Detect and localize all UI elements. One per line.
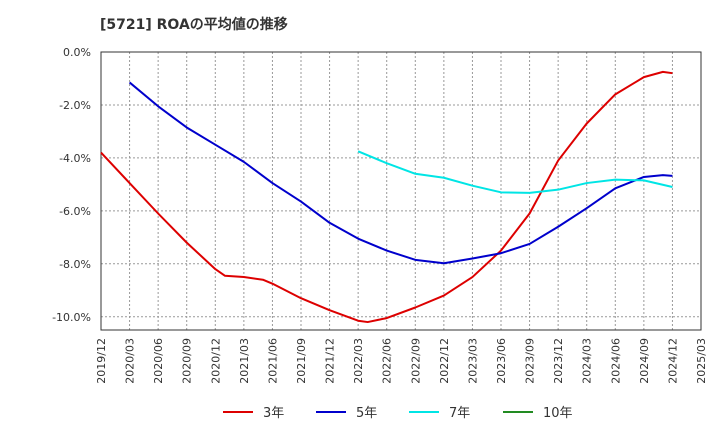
x-tick-label: 2019/12 (95, 338, 108, 384)
x-tick-label: 2020/12 (209, 338, 222, 384)
x-tick-label: 2021/06 (266, 338, 279, 384)
x-tick-label: 2022/09 (409, 338, 422, 384)
x-tick-label: 2023/09 (524, 338, 537, 384)
x-tick-label: 2024/12 (666, 338, 679, 384)
y-tick-label: -10.0% (52, 311, 91, 324)
legend-label-1: 5年 (356, 406, 377, 421)
legend: 3年 5年 7年 10年 (223, 406, 573, 421)
chart-title: [5721] ROAの平均値の推移 (100, 17, 288, 33)
x-tick-label: 2020/03 (124, 338, 137, 384)
x-tick-label: 2021/12 (324, 338, 337, 384)
y-tick-label: -4.0% (59, 152, 91, 165)
series-line-0 (100, 70, 673, 324)
x-tick-label: 2022/03 (352, 338, 365, 384)
series-line-2 (357, 150, 673, 194)
x-tick-label: 2023/03 (466, 338, 479, 384)
axes: 2019/12 2020/03 2020/06 2020/09 2020/12 2021/… (52, 46, 708, 384)
plot-frame (100, 51, 702, 331)
x-tick-label: 2020/06 (152, 338, 165, 384)
y-tick-label: -6.0% (59, 205, 91, 218)
x-tick-label: 2022/12 (438, 338, 451, 384)
series-group (100, 70, 673, 324)
legend-label-3: 10年 (543, 406, 573, 421)
x-tick-label: 2021/03 (238, 338, 251, 384)
x-tick-label: 2025/03 (695, 338, 708, 384)
x-tick-label: 2021/09 (295, 338, 308, 384)
y-tick-label: -8.0% (59, 258, 91, 271)
x-tick-label: 2020/09 (181, 338, 194, 384)
y-tick-label: 0.0% (63, 46, 91, 59)
x-tick-label: 2024/06 (609, 338, 622, 384)
x-tick-label: 2023/12 (552, 338, 565, 384)
legend-label-2: 7年 (449, 406, 470, 421)
x-tick-label: 2024/03 (581, 338, 594, 384)
x-tick-label: 2024/09 (638, 338, 651, 384)
series-line-1 (128, 81, 673, 265)
legend-label-0: 3年 (263, 406, 284, 421)
y-tick-label: -2.0% (59, 99, 91, 112)
x-tick-label: 2023/06 (495, 338, 508, 384)
x-tick-label: 2022/06 (381, 338, 394, 384)
